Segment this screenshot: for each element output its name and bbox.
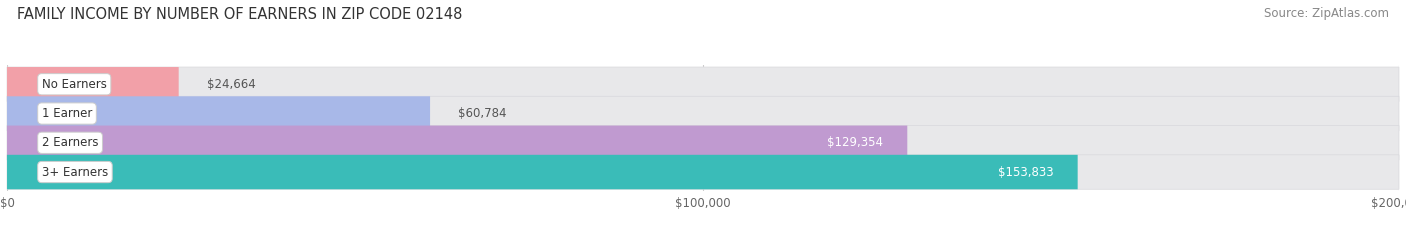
FancyBboxPatch shape — [7, 126, 907, 160]
Text: 3+ Earners: 3+ Earners — [42, 165, 108, 178]
FancyBboxPatch shape — [7, 126, 1399, 160]
Text: FAMILY INCOME BY NUMBER OF EARNERS IN ZIP CODE 02148: FAMILY INCOME BY NUMBER OF EARNERS IN ZI… — [17, 7, 463, 22]
Text: 1 Earner: 1 Earner — [42, 107, 93, 120]
FancyBboxPatch shape — [7, 67, 179, 102]
Text: Source: ZipAtlas.com: Source: ZipAtlas.com — [1264, 7, 1389, 20]
FancyBboxPatch shape — [7, 96, 430, 131]
Text: $153,833: $153,833 — [998, 165, 1053, 178]
FancyBboxPatch shape — [7, 67, 1399, 102]
Text: $60,784: $60,784 — [458, 107, 506, 120]
Text: 2 Earners: 2 Earners — [42, 136, 98, 149]
Text: $129,354: $129,354 — [827, 136, 883, 149]
FancyBboxPatch shape — [7, 96, 1399, 131]
Text: No Earners: No Earners — [42, 78, 107, 91]
Text: $24,664: $24,664 — [207, 78, 256, 91]
FancyBboxPatch shape — [7, 155, 1077, 189]
FancyBboxPatch shape — [7, 155, 1399, 189]
